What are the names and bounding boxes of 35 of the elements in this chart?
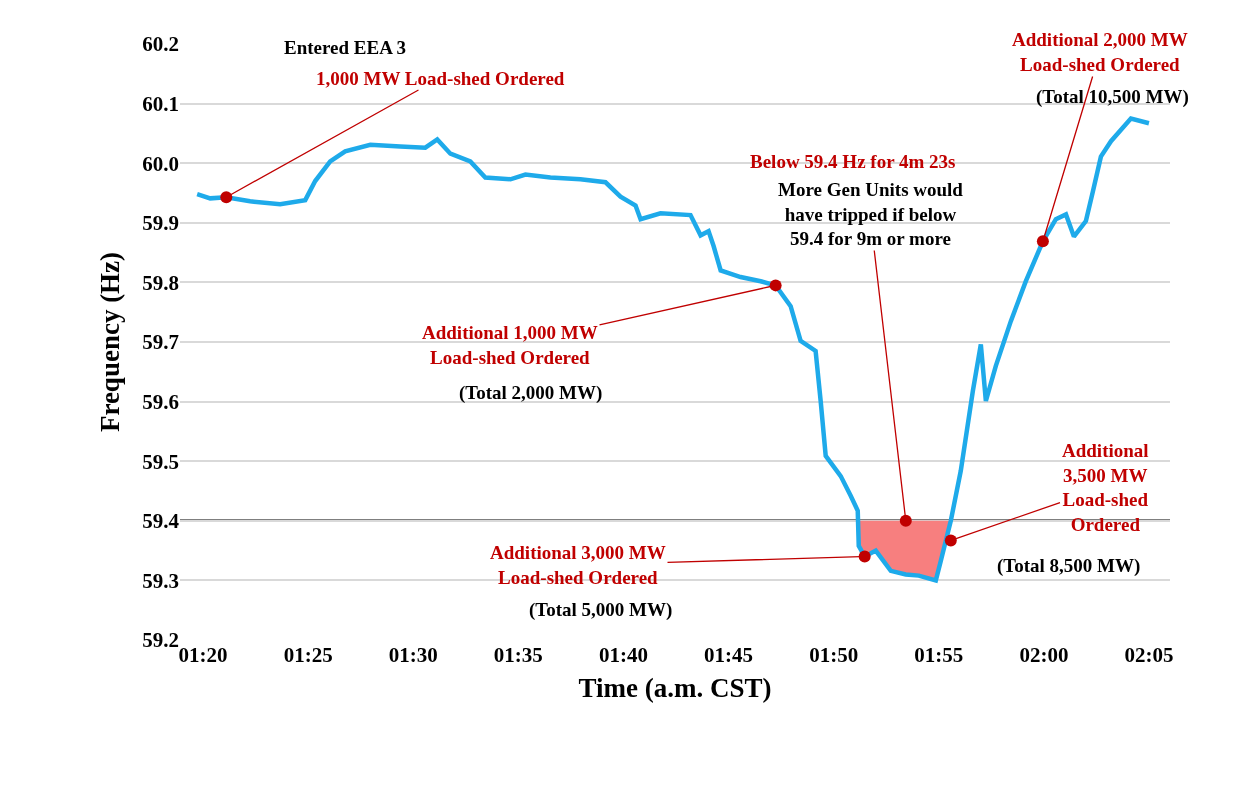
x-tick-label: 01:45 <box>704 643 754 667</box>
y-tick-label: 59.7 <box>142 330 179 355</box>
y-tick-label: 59.5 <box>142 449 179 474</box>
annotation: (Total 10,500 MW) <box>1036 86 1189 108</box>
y-tick-label: 60.0 <box>142 151 179 176</box>
y-tick-label: 60.1 <box>142 91 179 116</box>
x-tick-label: 01:35 <box>493 643 543 667</box>
annotation: Below 59.4 Hz for 4m 23s <box>750 151 956 172</box>
x-tick-label: 01:55 <box>914 643 964 667</box>
annotation: Entered EEA 3 <box>284 37 407 58</box>
x-tick-label: 02:00 <box>1019 643 1069 667</box>
y-tick-label: 59.4 <box>142 509 180 534</box>
annotation: Additional 2,000 MW Load-shed Ordered <box>1012 29 1188 75</box>
y-tick-label: 59.2 <box>142 628 179 653</box>
x-tick-label: 01:30 <box>388 643 438 667</box>
x-tick-label: 02:05 <box>1124 643 1174 667</box>
annotation: 1,000 MW Load-shed Ordered <box>316 68 565 89</box>
x-tick-label: 01:25 <box>283 643 333 667</box>
annotation: Additional 1,000 MW Load-shed Ordered <box>422 322 598 368</box>
annotation: (Total 2,000 MW) <box>459 382 603 404</box>
y-axis-title: Frequency (Hz) <box>95 251 126 433</box>
x-tick-label: 01:20 <box>178 643 228 667</box>
annotation: More Gen Units would have tripped if below 59.4 for 9m or more <box>778 179 964 250</box>
annotation: (Total 5,000 MW) <box>529 599 673 621</box>
x-tick-label: 01:50 <box>809 643 859 667</box>
annotation: (Total 8,500 MW) <box>997 555 1141 577</box>
y-tick-label: 59.3 <box>142 568 179 593</box>
x-axis-title: Time (a.m. CST) <box>578 673 772 704</box>
y-tick-label: 59.9 <box>142 211 179 236</box>
annotation: Additional 3,500 MW Load-shed Ordered <box>1062 440 1149 536</box>
annotation: Additional 3,000 MW Load-shed Ordered <box>490 542 666 588</box>
y-tick-label: 60.2 <box>142 32 179 57</box>
x-tick-label: 01:40 <box>599 643 649 667</box>
y-tick-label: 59.8 <box>142 270 179 295</box>
y-tick-label: 59.6 <box>142 389 179 414</box>
